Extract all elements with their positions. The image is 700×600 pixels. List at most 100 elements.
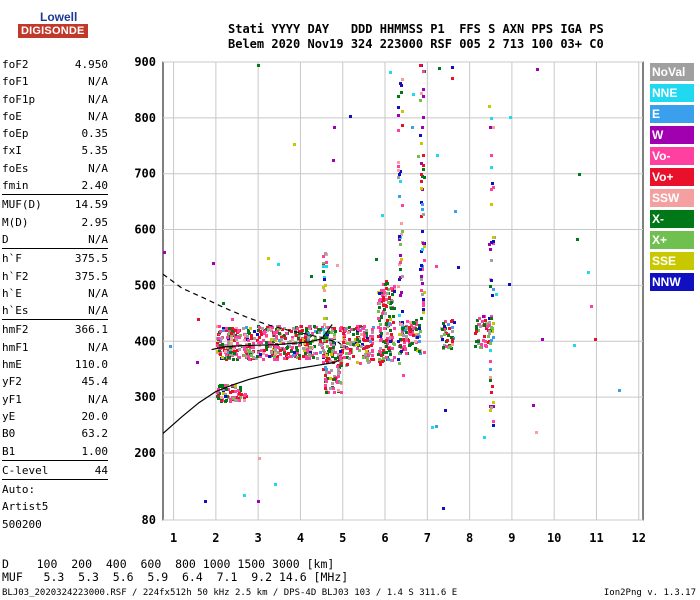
data-point: [313, 325, 316, 328]
data-point: [252, 346, 255, 349]
data-point: [384, 294, 387, 297]
param-row-fof1p: foF1p N/A: [2, 91, 108, 108]
data-point: [400, 233, 403, 236]
data-point: [491, 182, 494, 185]
data-point: [259, 355, 262, 358]
data-point: [418, 340, 421, 343]
data-point: [380, 354, 383, 357]
data-point: [389, 329, 392, 332]
data-point: [234, 399, 237, 402]
data-point: [358, 340, 361, 343]
data-point: [304, 352, 307, 355]
data-point: [356, 343, 359, 346]
data-point: [492, 420, 495, 423]
data-point: [399, 82, 402, 85]
data-point: [416, 336, 419, 339]
data-point: [348, 326, 351, 329]
data-point: [378, 360, 381, 363]
data-point: [243, 397, 246, 400]
data-point: [479, 325, 482, 328]
data-point: [266, 326, 269, 329]
data-point: [405, 339, 408, 342]
data-point: [382, 349, 385, 352]
data-point: [422, 95, 425, 98]
data-point: [490, 315, 493, 318]
data-point: [303, 342, 306, 345]
data-point: [278, 332, 281, 335]
data-point: [257, 64, 260, 67]
data-point: [483, 436, 486, 439]
data-point: [488, 321, 491, 324]
data-point: [239, 334, 242, 337]
data-point: [308, 353, 311, 356]
data-point: [409, 333, 412, 336]
data-point: [308, 325, 311, 328]
data-point: [450, 336, 453, 339]
data-point: [296, 327, 299, 330]
data-point: [422, 311, 425, 314]
data-point: [402, 374, 405, 377]
data-point: [484, 340, 487, 343]
data-point: [388, 349, 391, 352]
data-point: [398, 173, 401, 176]
data-point: [220, 337, 223, 340]
data-point: [382, 340, 385, 343]
data-point: [257, 341, 260, 344]
data-point: [415, 323, 418, 326]
param-separator: [2, 479, 108, 481]
data-point: [391, 347, 394, 350]
data-point: [271, 326, 274, 329]
data-point: [327, 326, 330, 329]
data-point: [371, 354, 374, 357]
data-point: [339, 327, 342, 330]
data-point: [259, 330, 262, 333]
header-line1: Stati YYYY DAY DDD HHMMSS P1 FFS S AXN P…: [228, 22, 604, 36]
data-point: [492, 424, 495, 427]
data-point: [371, 338, 374, 341]
data-point: [338, 366, 341, 369]
data-point: [414, 340, 417, 343]
param-value: N/A: [88, 232, 108, 246]
data-point: [323, 276, 326, 279]
param-value: 2.95: [81, 215, 109, 229]
data-point: [398, 263, 401, 266]
data-point: [451, 343, 454, 346]
data-point: [274, 483, 277, 486]
data-point: [217, 388, 220, 391]
data-point: [295, 346, 298, 349]
data-point: [420, 201, 423, 204]
data-point: [317, 328, 320, 331]
data-point: [421, 248, 424, 251]
data-point: [405, 337, 408, 340]
data-point: [297, 337, 300, 340]
data-point: [491, 385, 494, 388]
data-point: [233, 352, 236, 355]
data-point: [216, 342, 219, 345]
param-label: h`F2: [2, 269, 29, 283]
data-point: [224, 344, 227, 347]
data-point: [418, 335, 421, 338]
data-point: [311, 332, 314, 335]
data-point: [423, 351, 426, 354]
legend-x-: X-: [650, 210, 694, 228]
data-point: [368, 352, 371, 355]
data-point: [265, 345, 268, 348]
data-point: [327, 391, 330, 394]
data-point: [451, 77, 454, 80]
data-point: [379, 347, 382, 350]
data-point: [284, 337, 287, 340]
data-point: [388, 296, 391, 299]
data-point: [417, 155, 420, 158]
data-point: [244, 336, 247, 339]
data-point: [380, 292, 383, 295]
data-point: [306, 344, 309, 347]
data-point: [371, 349, 374, 352]
data-point: [415, 321, 418, 324]
data-point: [362, 347, 365, 350]
data-point: [420, 162, 423, 165]
data-point: [296, 352, 299, 355]
param-value: N/A: [88, 92, 108, 106]
data-point: [380, 315, 383, 318]
data-point: [298, 354, 301, 357]
param-row-fof1: foF1 N/A: [2, 73, 108, 90]
